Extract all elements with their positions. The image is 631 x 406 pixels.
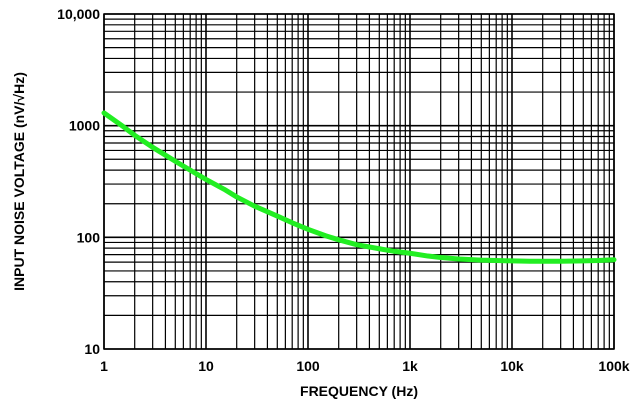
series-layer xyxy=(101,110,617,264)
y-tick-labels: 10 100 1000 10,000 xyxy=(57,6,100,357)
series-line-0 xyxy=(101,110,617,264)
x-tick-labels: 1 10 100 1k 10k 100k xyxy=(100,358,630,374)
y-axis-label: INPUT NOISE VOLTAGE (nV/√Hz) xyxy=(11,72,27,291)
x-axis-label: FREQUENCY (Hz) xyxy=(300,383,418,399)
y-tick-label: 10 xyxy=(84,341,100,357)
x-tick-label: 1k xyxy=(402,358,418,374)
x-tick-label: 100k xyxy=(598,358,629,374)
y-tick-label: 10,000 xyxy=(57,6,100,22)
x-tick-label: 10 xyxy=(198,358,214,374)
plot-frame xyxy=(103,13,615,350)
x-tick-label: 1 xyxy=(100,358,108,374)
x-tick-label: 100 xyxy=(296,358,320,374)
y-tick-label: 1000 xyxy=(69,118,100,134)
x-tick-label: 10k xyxy=(500,358,524,374)
y-tick-label: 100 xyxy=(77,229,101,245)
major-grid xyxy=(103,13,615,350)
minor-grid xyxy=(104,14,614,349)
